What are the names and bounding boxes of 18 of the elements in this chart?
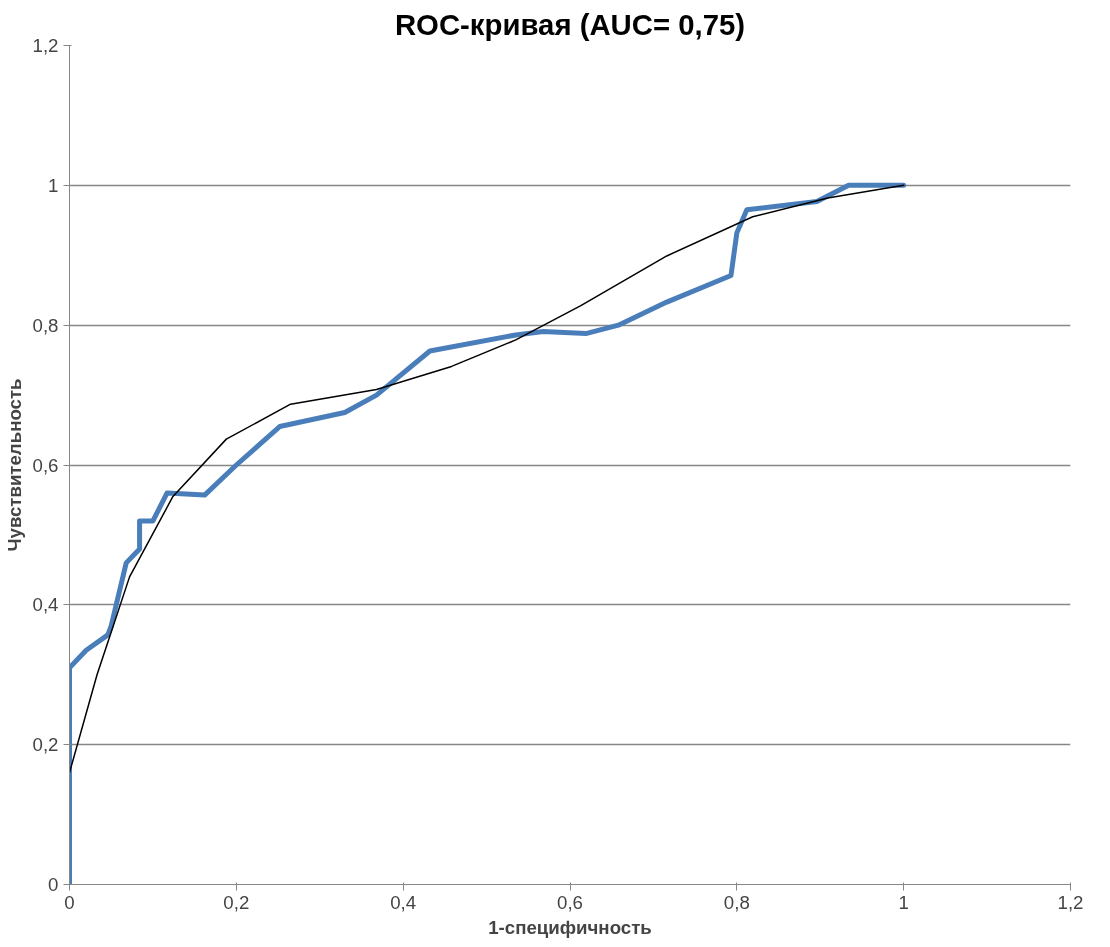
y-tick-label: 0,6 [32, 454, 59, 476]
x-tick-label: 0,2 [223, 891, 250, 913]
x-tick-label: 1 [898, 891, 909, 913]
y-tick-label: 1,2 [32, 35, 59, 56]
y-tick-label: 0,8 [32, 314, 59, 336]
y-tick-label: 0,2 [32, 734, 59, 756]
y-axis-title: Чувствительность [3, 378, 25, 552]
x-tick-label: 0,6 [557, 891, 583, 913]
x-tick-label: 0,8 [723, 891, 750, 913]
x-tick-label: 0,4 [390, 891, 417, 913]
x-tick-label: 0 [64, 891, 75, 913]
y-tick-label: 1 [48, 174, 59, 196]
line-series [69, 184, 905, 774]
x-axis-title: 1-специфичность [488, 916, 652, 938]
x-tick-label: 1,2 [1057, 891, 1084, 913]
chart-title: ROC-кривая (AUC= 0,75) [394, 7, 746, 41]
y-tick-label: 0,4 [32, 594, 59, 616]
y-tick-label: 0 [48, 874, 59, 895]
